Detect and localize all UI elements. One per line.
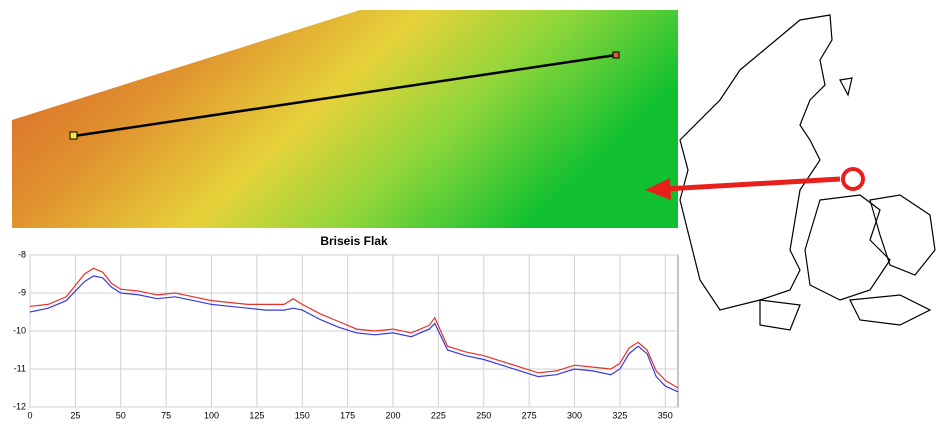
y-tick-label: -10 (13, 325, 26, 335)
x-tick-label: 225 (431, 410, 446, 420)
y-tick-label: -12 (13, 401, 26, 411)
x-tick-label: 0 (27, 410, 32, 420)
data-line (29, 267, 679, 389)
bathymetry-map (12, 10, 678, 228)
profile-line (73, 53, 617, 138)
chart-title: Briseis Flak (320, 234, 388, 248)
x-tick-label: 250 (476, 410, 491, 420)
y-tick-label: -8 (18, 249, 26, 259)
x-tick-label: 100 (204, 410, 219, 420)
x-tick-label: 25 (70, 410, 80, 420)
y-tick-label: -9 (18, 287, 26, 297)
x-tick-label: 50 (116, 410, 126, 420)
x-tick-label: 275 (522, 410, 537, 420)
arrow-head (645, 178, 671, 200)
denmark-map (679, 14, 936, 331)
x-tick-label: 150 (295, 410, 310, 420)
x-tick-label: 125 (249, 410, 264, 420)
data-line (29, 275, 679, 393)
profile-start (69, 131, 78, 140)
x-tick-label: 175 (340, 410, 355, 420)
x-tick-label: 350 (658, 410, 673, 420)
profile-end (612, 51, 620, 59)
x-tick-label: 300 (567, 410, 582, 420)
x-tick-label: 200 (386, 410, 401, 420)
x-tick-label: 75 (161, 410, 171, 420)
x-tick-label: 325 (612, 410, 627, 420)
location-marker (841, 167, 865, 191)
arrow-shaft (664, 176, 841, 192)
y-tick-label: -11 (14, 363, 26, 373)
